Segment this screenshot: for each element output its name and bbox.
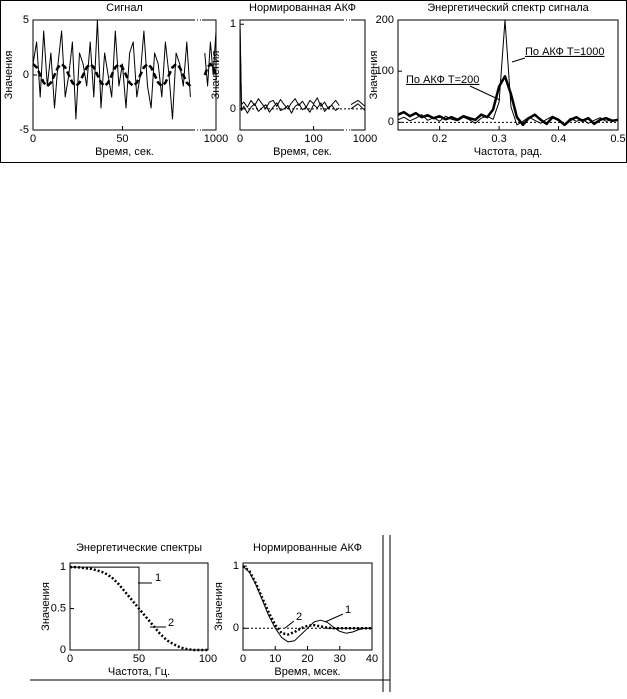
- x-tick-label: 1000: [353, 133, 377, 145]
- label-leader: [469, 85, 501, 101]
- axis-break: [194, 19, 202, 131]
- y-tick-label: 0: [233, 622, 239, 634]
- x-tick-label: 10: [269, 653, 281, 665]
- y-tick-label: 200: [376, 14, 394, 26]
- series-label: По АКФ T=200: [406, 74, 479, 86]
- x-tick-label: 0.3: [491, 133, 506, 145]
- label-leader: [511, 57, 526, 63]
- x-tick-label: 0: [237, 133, 243, 145]
- plot-frame: [397, 19, 619, 131]
- y-tick-label: 0: [23, 69, 29, 81]
- y-tick-label: 100: [376, 65, 394, 77]
- x-tick-label: 0.5: [610, 133, 625, 145]
- chart-title: Нормированная АКФ: [249, 2, 356, 14]
- series-line: [242, 565, 372, 643]
- y-tick-label: 0: [230, 103, 236, 115]
- axis-break: [343, 19, 351, 131]
- y-tick-label: 1: [233, 560, 239, 572]
- series-line: [239, 24, 366, 114]
- y-tick-label: 5: [23, 14, 29, 26]
- y-axis-label: Значения: [210, 51, 222, 100]
- series-line: [32, 62, 218, 88]
- series-line: [32, 19, 217, 120]
- series-label: 1: [345, 604, 351, 616]
- x-tick-label: 20: [301, 653, 313, 665]
- chart-title: Энергетические спектры: [76, 542, 202, 554]
- x-tick-label: 100: [199, 653, 217, 665]
- y-tick-label: 1: [230, 18, 236, 30]
- x-axis-label: Время, сек.: [273, 146, 332, 158]
- x-axis-label: Время, мсек.: [274, 666, 340, 678]
- y-axis-label: Значения: [213, 582, 225, 631]
- x-axis-label: Частота, Гц.: [108, 666, 170, 678]
- y-tick-label: -5: [19, 124, 29, 136]
- y-tick-label: 0: [60, 644, 66, 656]
- series-label: По АКФ T=1000: [525, 46, 604, 58]
- x-tick-label: 1000: [204, 133, 228, 145]
- chart-title: Сигнал: [106, 2, 143, 14]
- y-axis-label: Значения: [368, 51, 380, 100]
- label-leader: [324, 613, 344, 623]
- x-tick-label: 40: [366, 653, 378, 665]
- x-axis-label: Частота, рад.: [474, 146, 543, 158]
- x-tick-label: 100: [304, 133, 322, 145]
- y-axis-label: Значения: [3, 51, 15, 100]
- x-tick-label: 0: [30, 133, 36, 145]
- plot-frame: [239, 19, 366, 131]
- y-tick-label: 0.5: [51, 602, 66, 614]
- y-axis-label: Значения: [40, 582, 52, 631]
- x-tick-label: 0.2: [432, 133, 447, 145]
- x-tick-label: 0: [67, 653, 73, 665]
- x-tick-label: 0: [240, 653, 246, 665]
- x-tick-label: 50: [116, 133, 128, 145]
- series-label: 2: [296, 611, 302, 623]
- chart-title: Энергетический спектр сигнала: [427, 2, 589, 14]
- series-label: 1: [155, 572, 161, 584]
- x-tick-label: 0.4: [551, 133, 566, 145]
- x-tick-label: 50: [133, 653, 145, 665]
- series-line: [70, 565, 208, 652]
- x-axis-label: Время, сек.: [95, 146, 154, 158]
- label-leader: [284, 620, 295, 629]
- series-line: [242, 565, 372, 636]
- chart-title: Нормированные АКФ: [253, 542, 362, 554]
- series-line: [397, 19, 619, 126]
- y-tick-label: 0: [388, 116, 394, 128]
- series-label: 2: [168, 617, 174, 629]
- plot-frame: [242, 562, 373, 651]
- x-tick-label: 30: [334, 653, 346, 665]
- y-tick-label: 1: [60, 561, 66, 573]
